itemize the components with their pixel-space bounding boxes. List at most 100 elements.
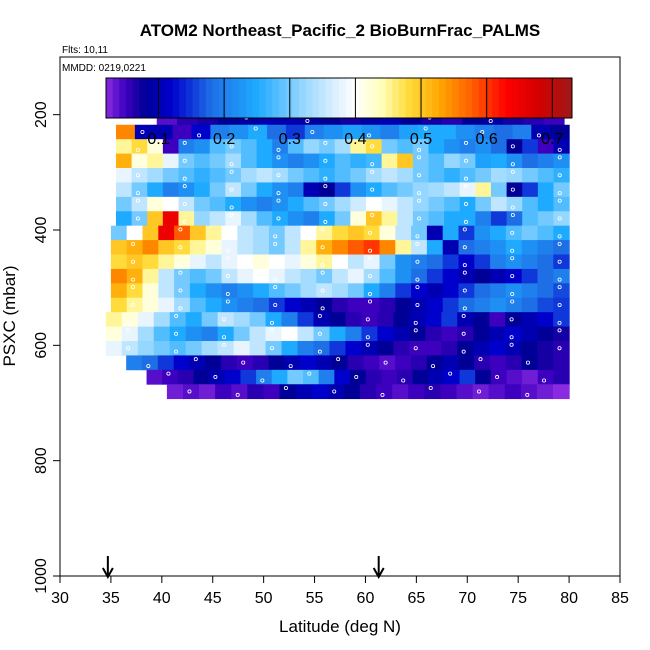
heatmap-cell (505, 254, 523, 270)
sample-point (225, 256, 230, 261)
sample-point (415, 234, 420, 239)
heatmap-cell (442, 254, 460, 270)
heatmap-cell (142, 268, 159, 284)
colorbar-tick-label: 0.2 (213, 131, 235, 148)
heatmap-cell (458, 254, 475, 270)
heatmap-cell (201, 341, 219, 356)
sample-point (380, 392, 385, 397)
heatmap-cell (189, 225, 207, 241)
heatmap-cell (522, 182, 539, 198)
heatmap-cell (397, 139, 414, 154)
heatmap-cell (537, 297, 554, 313)
heatmap-cell (110, 225, 128, 241)
sample-point (182, 219, 187, 224)
heatmap-cell (126, 225, 144, 241)
x-tick-label: 85 (611, 590, 629, 607)
sample-point (431, 364, 436, 369)
heatmap-cell (361, 326, 378, 342)
heatmap-cell (284, 297, 302, 313)
heatmap-cell (550, 124, 570, 140)
heatmap-cell (397, 168, 414, 183)
sample-point (273, 285, 278, 290)
heatmap-cell (537, 182, 555, 198)
heatmap-cell (319, 182, 336, 198)
heatmap-cell (342, 124, 363, 140)
heatmap-cell (347, 225, 365, 241)
heatmap-cell (256, 139, 273, 154)
heatmap-cell (537, 268, 554, 284)
heatmap-cell (116, 139, 133, 154)
sample-point (320, 245, 325, 250)
heatmap-cell (210, 124, 230, 140)
heatmap-cell (350, 182, 367, 198)
sample-point (461, 331, 466, 336)
heatmap-cell (489, 341, 506, 356)
heatmap-cell (189, 240, 207, 255)
sample-point (510, 230, 515, 235)
heatmap-cell (137, 326, 155, 342)
heatmap-cell (205, 268, 223, 284)
sample-point (178, 288, 183, 293)
sample-point (510, 256, 515, 261)
heatmap-cell (334, 196, 351, 212)
heatmap-cell (116, 168, 133, 183)
heatmap-cell (332, 254, 349, 270)
colorbar-swatch (219, 78, 227, 118)
heatmap-cell (428, 369, 445, 385)
heatmap-cell (256, 153, 273, 169)
sample-point (222, 342, 227, 347)
heatmap-cell (303, 139, 320, 154)
heatmap-cell (131, 196, 148, 212)
colorbar-swatch (212, 78, 220, 118)
sample-point (461, 313, 466, 318)
heatmap-cell (209, 196, 226, 212)
heatmap-cell (411, 240, 428, 255)
heatmap-cell (428, 182, 445, 198)
heatmap-cell (506, 369, 523, 385)
sample-point (413, 328, 418, 333)
heatmap-cell (537, 240, 554, 255)
heatmap-cell (284, 240, 302, 255)
x-tick-label: 50 (255, 590, 273, 607)
heatmap-cell (381, 153, 398, 169)
sample-point (463, 140, 468, 145)
heatmap-cell (350, 139, 367, 154)
sample-point (478, 357, 483, 362)
heatmap-cell (379, 225, 396, 241)
colorbar-swatch (478, 78, 486, 118)
sample-point (178, 263, 183, 268)
heatmap-cell (411, 225, 428, 241)
heatmap-cell (473, 341, 490, 356)
heatmap-cell (442, 283, 460, 299)
sample-point (510, 144, 515, 149)
sample-point (197, 133, 202, 138)
sample-point (131, 234, 136, 239)
heatmap-cell (233, 312, 251, 327)
heatmap-cell (331, 355, 349, 371)
heatmap-cell (424, 384, 441, 400)
heatmap-cell (194, 196, 211, 212)
heatmap-cell (303, 196, 320, 212)
heatmap-cell (412, 153, 430, 169)
heatmap-cell (459, 369, 476, 385)
sample-point (365, 317, 370, 322)
heatmap-cell (377, 341, 394, 356)
heatmap-cell (506, 153, 523, 169)
heatmap-cell (442, 268, 460, 284)
heatmap-cell (426, 268, 444, 284)
heatmap-cell (397, 211, 414, 227)
sample-point (288, 364, 293, 369)
heatmap-cell (194, 139, 211, 154)
sample-point (557, 216, 562, 221)
heatmap-cell (332, 283, 349, 299)
heatmap-cell (442, 355, 459, 371)
heatmap-cell (162, 369, 179, 385)
sample-point (417, 216, 422, 221)
heatmap-cell (272, 153, 289, 169)
heatmap-cell (217, 341, 235, 356)
colorbar-swatch (392, 78, 400, 118)
heatmap-cell (365, 153, 383, 169)
sample-point (276, 216, 281, 221)
heatmap-cells (105, 95, 570, 400)
colorbar-swatch (498, 78, 506, 118)
